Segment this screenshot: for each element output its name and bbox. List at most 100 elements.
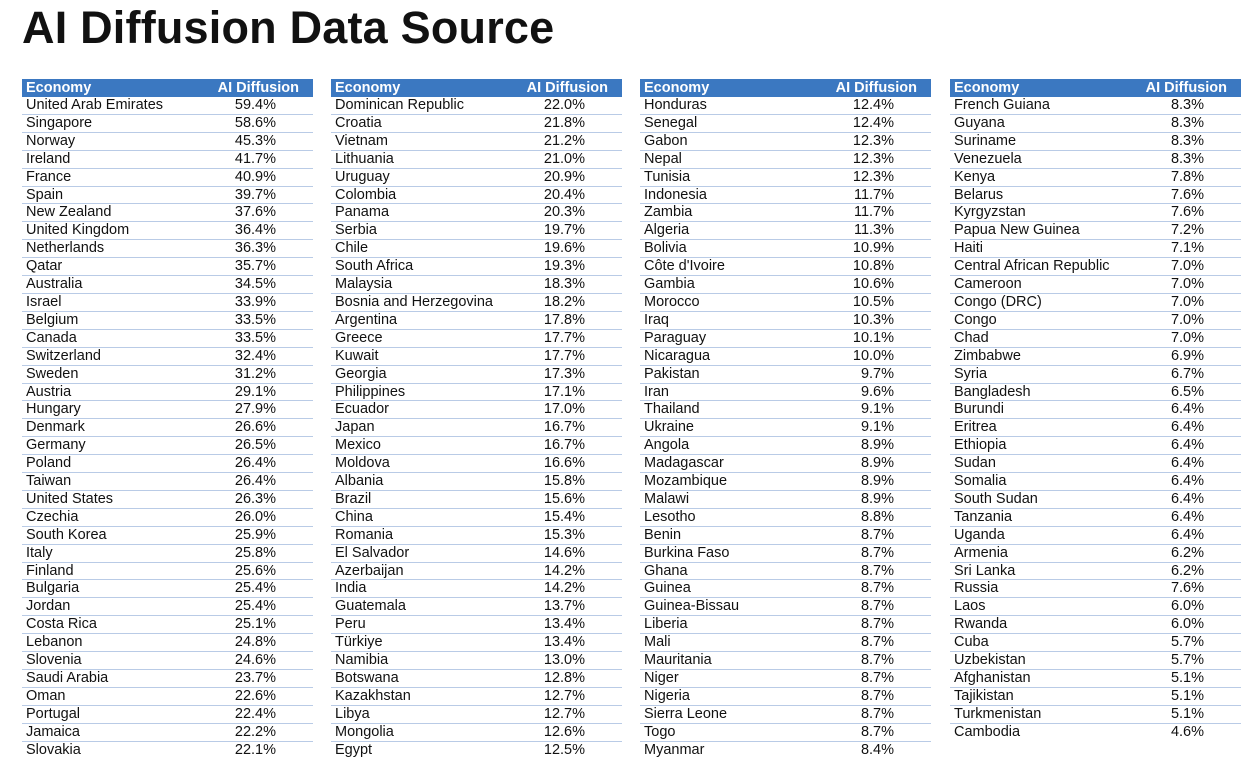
ai-diffusion-value: 59.4%: [194, 97, 313, 115]
table-row: Netherlands 36.3%: [22, 239, 313, 259]
ai-diffusion-value: 13.7%: [513, 597, 622, 617]
economy-name: Taiwan: [22, 472, 195, 491]
economy-name: Oman: [22, 687, 195, 706]
table-row: Japan 16.7%: [331, 418, 622, 438]
economy-name: Australia: [22, 275, 195, 294]
table-row: South Korea 25.9%: [22, 526, 313, 545]
table-row: Australia 34.5%: [22, 275, 313, 294]
table-row: India 14.2%: [331, 579, 622, 599]
economy-name: Botswana: [331, 669, 514, 688]
ai-diffusion-value: 6.4%: [1131, 526, 1241, 545]
ai-diffusion-value: 16.6%: [513, 454, 622, 474]
ai-diffusion-value: 21.2%: [513, 132, 622, 151]
ai-diffusion-value: 6.4%: [1131, 472, 1241, 491]
ai-diffusion-value: 20.4%: [513, 186, 622, 205]
economy-name: Slovakia: [26, 741, 81, 758]
table-row: Togo 8.7%: [640, 723, 931, 742]
economy-name: El Salvador: [331, 544, 514, 563]
table-row: Mozambique 8.9%: [640, 472, 931, 491]
ai-diffusion-value: 8.9%: [788, 436, 931, 456]
economy-name: Afghanistan: [950, 669, 1132, 688]
table-row: South Africa 19.3%: [331, 257, 622, 277]
economy-name: Albania: [331, 472, 514, 491]
ai-diffusion-value: 22.6%: [194, 687, 313, 706]
table-row: Ecuador 17.0%: [331, 400, 622, 420]
table-row: Spain 39.7%: [22, 186, 313, 205]
ai-diffusion-value: 25.9%: [194, 526, 313, 545]
table-row: Haiti 7.1%: [950, 239, 1241, 259]
economy-name: Papua New Guinea: [950, 221, 1132, 241]
ai-diffusion-value: 18.3%: [513, 275, 622, 294]
economy-name: Myanmar: [644, 741, 705, 758]
table-row: Sudan 6.4%: [950, 454, 1241, 474]
ai-diffusion-value: 6.4%: [1131, 400, 1241, 420]
economy-name: Lithuania: [331, 150, 514, 169]
ai-diffusion-value: 6.4%: [1131, 436, 1241, 456]
ai-diffusion-value: 26.6%: [194, 418, 313, 438]
table-row: Myanmar 8.4%: [640, 741, 931, 758]
economy-name: Mexico: [331, 436, 514, 456]
ai-diffusion-value: 17.8%: [513, 311, 622, 330]
table-row: Mexico 16.7%: [331, 436, 622, 456]
ai-diffusion-value: 33.5%: [194, 329, 313, 348]
ai-diffusion-value: 8.3%: [1131, 132, 1241, 151]
economy-name: Sierra Leone: [640, 705, 789, 724]
ai-diffusion-value: 16.7%: [513, 436, 622, 456]
economy-name: South Africa: [331, 257, 514, 277]
ai-diffusion-value: 7.6%: [1131, 186, 1241, 205]
table-row: Taiwan 26.4%: [22, 472, 313, 491]
economy-name: Central African Republic: [950, 257, 1132, 277]
table-row: Niger 8.7%: [640, 669, 931, 688]
table-row: Serbia 19.7%: [331, 221, 622, 241]
economy-name: Denmark: [22, 418, 195, 438]
table-row: Austria 29.1%: [22, 383, 313, 402]
table-row: Benin 8.7%: [640, 526, 931, 545]
diffusion-table-1: Economy AI Diffusion United Arab Emirates 5…: [22, 79, 313, 759]
ai-diffusion-value: 32.4%: [194, 347, 313, 366]
ai-diffusion-value: 19.7%: [513, 221, 622, 241]
table-row: Uzbekistan 5.7%: [950, 651, 1241, 670]
ai-diffusion-value: 4.6%: [1170, 723, 1204, 740]
economy-name: Algeria: [640, 221, 789, 241]
table-row: Gabon 12.3%: [640, 132, 931, 151]
economy-name: Czechia: [22, 508, 195, 527]
ai-diffusion-value: 26.5%: [194, 436, 313, 456]
economy-name: Croatia: [331, 114, 514, 133]
table-row: Congo 7.0%: [950, 311, 1241, 330]
economy-name: Bosnia and Herzegovina: [331, 293, 514, 312]
ai-diffusion-value: 10.9%: [788, 239, 931, 259]
ai-diffusion-value: 8.7%: [788, 669, 931, 688]
table-row: Bangladesh 6.5%: [950, 383, 1241, 402]
ai-diffusion-value: 9.6%: [788, 383, 931, 402]
table-row: Gambia 10.6%: [640, 275, 931, 294]
economy-name: Georgia: [331, 365, 514, 384]
table-row: Albania 15.8%: [331, 472, 622, 491]
table-header-row: Economy AI Diffusion: [331, 79, 622, 97]
table-row: Costa Rica 25.1%: [22, 615, 313, 635]
economy-name: Kazakhstan: [331, 687, 514, 706]
economy-name: Malaysia: [331, 275, 514, 294]
economy-name: Burundi: [950, 400, 1132, 420]
economy-name: Guinea-Bissau: [640, 597, 789, 617]
ai-diffusion-value: 17.1%: [513, 383, 622, 402]
economy-name: Kyrgyzstan: [950, 203, 1132, 223]
economy-name: Kenya: [950, 168, 1132, 187]
economy-name: Madagascar: [640, 454, 789, 474]
ai-diffusion-value: 15.8%: [513, 472, 622, 491]
column-header-ai-diffusion: AI Diffusion: [513, 79, 622, 97]
table-row: Guyana 8.3%: [950, 114, 1241, 133]
ai-diffusion-value: 17.3%: [513, 365, 622, 384]
table-row: Botswana 12.8%: [331, 669, 622, 688]
economy-name: Poland: [22, 454, 195, 474]
economy-name: Zambia: [640, 203, 789, 223]
economy-name: Mauritania: [640, 651, 789, 670]
table-row: Mali 8.7%: [640, 633, 931, 653]
table-row: Jordan 25.4%: [22, 597, 313, 617]
economy-name: Iraq: [640, 311, 789, 330]
ai-diffusion-value: 8.4%: [860, 741, 894, 758]
ai-diffusion-value: 26.0%: [194, 508, 313, 527]
ai-diffusion-value: 24.6%: [194, 651, 313, 670]
economy-name: France: [22, 168, 195, 187]
column-header-economy: Economy: [331, 79, 514, 97]
table-row: Cambodia 4.6%: [950, 723, 1241, 740]
